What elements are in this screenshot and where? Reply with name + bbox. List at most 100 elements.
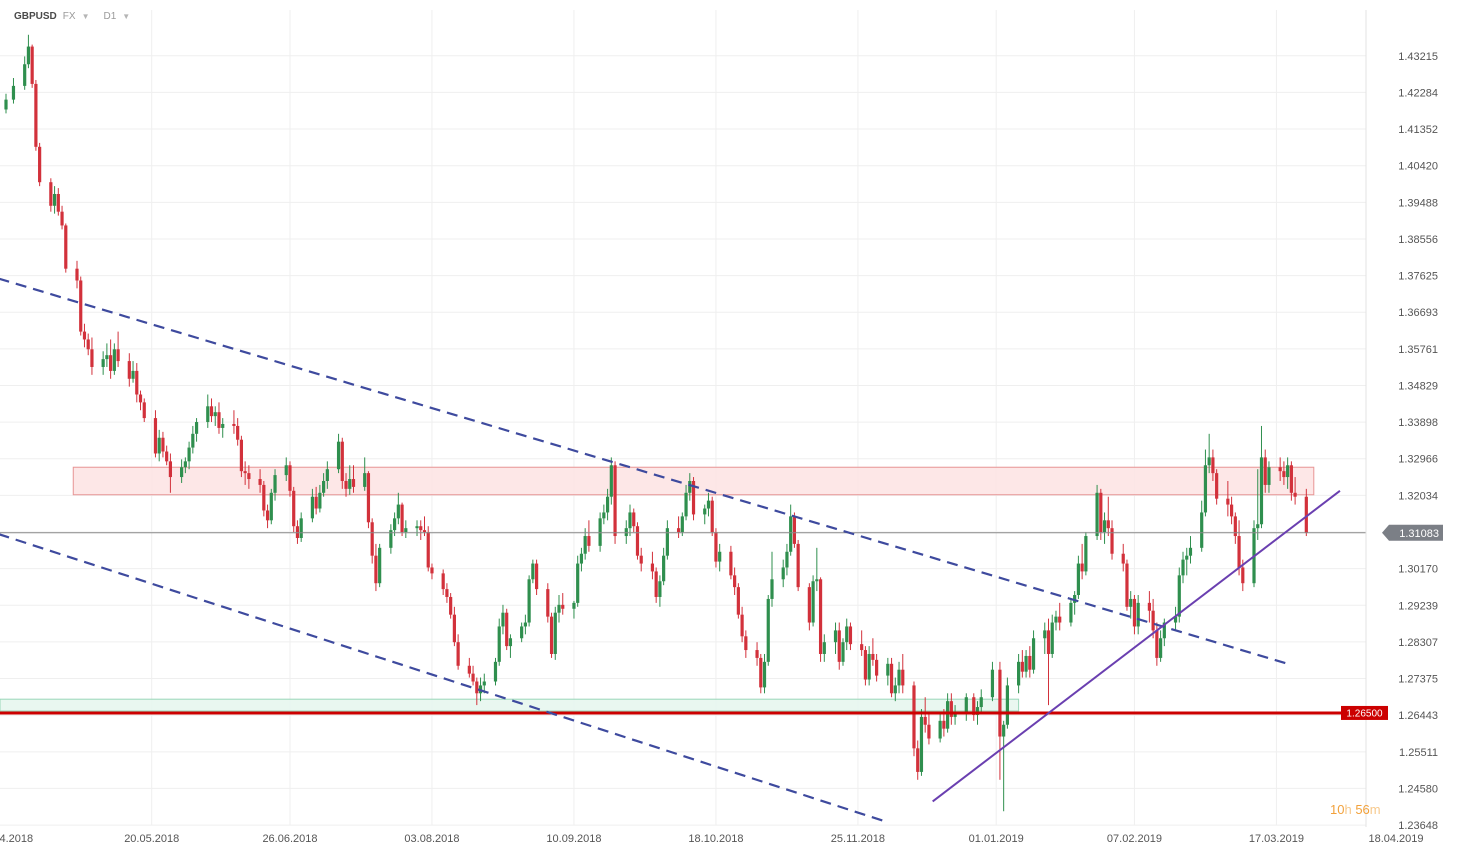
candle-body	[1095, 492, 1099, 537]
candle-body	[430, 567, 434, 574]
candle	[370, 518, 374, 564]
candle-body	[848, 626, 853, 645]
candle	[1076, 555, 1080, 599]
candle-body	[1017, 661, 1021, 686]
candle-body	[105, 355, 109, 360]
candle-body	[654, 571, 658, 597]
candle	[1151, 598, 1155, 639]
candle-body	[422, 530, 427, 533]
candle-body	[30, 46, 34, 84]
candle-body	[718, 551, 722, 562]
candle-body	[583, 536, 587, 554]
symbol-label[interactable]: GBPUSD	[14, 11, 57, 22]
candle	[400, 502, 404, 537]
candle-body	[1069, 602, 1073, 623]
candle	[456, 634, 460, 670]
candle	[135, 363, 139, 403]
candle-body	[191, 433, 195, 448]
candle	[187, 441, 191, 470]
candle-body	[886, 663, 890, 676]
candle-body	[703, 508, 707, 515]
candle-body	[247, 473, 251, 480]
candle-body	[1200, 512, 1204, 548]
candle	[508, 634, 513, 658]
candle	[60, 205, 64, 230]
candle-body	[923, 716, 927, 725]
candle-body	[180, 467, 184, 478]
x-tick-label: 17.03.2019	[1249, 833, 1304, 845]
candle-body	[90, 349, 94, 367]
candle	[1267, 461, 1271, 493]
candle	[258, 469, 262, 493]
candle-body	[4, 99, 8, 110]
candle	[449, 593, 453, 619]
candle	[792, 512, 797, 548]
candle	[11, 78, 16, 104]
y-tick-label: 1.24580	[1398, 783, 1438, 795]
market-label[interactable]: FX	[62, 11, 76, 22]
current-price-label: 1.31083	[1399, 528, 1439, 540]
candle	[815, 547, 819, 592]
candle-body	[579, 553, 584, 564]
candle-body	[299, 518, 303, 539]
timeframe-chevron-down-icon[interactable]: ▼	[122, 12, 131, 21]
candle	[325, 461, 329, 489]
y-tick-label: 1.25511	[1399, 747, 1438, 759]
candle-body	[161, 437, 165, 452]
candle	[583, 528, 587, 560]
candle	[56, 188, 60, 216]
candle-body	[1110, 528, 1114, 554]
candle	[1286, 457, 1290, 489]
candle	[23, 56, 27, 90]
candle-body	[232, 423, 236, 426]
candle-body	[792, 516, 797, 544]
candle	[471, 665, 475, 686]
candle-body	[1136, 602, 1140, 627]
candle	[1289, 461, 1293, 501]
timer-hours: 10	[1330, 802, 1345, 817]
candle-body	[213, 412, 217, 417]
candle-body	[505, 612, 509, 647]
candle-body	[1028, 655, 1032, 670]
candle-body	[348, 479, 352, 489]
candle	[684, 484, 688, 521]
candle-body	[336, 441, 341, 470]
candle-body	[60, 211, 64, 226]
candle	[26, 34, 31, 69]
candle	[639, 547, 643, 572]
candle-body	[901, 669, 905, 686]
candle	[927, 712, 931, 745]
candle	[781, 559, 785, 588]
candle-body	[363, 473, 367, 487]
candle	[374, 543, 378, 592]
candle-timer: 10h 56m	[1330, 802, 1381, 817]
candle-body	[691, 480, 696, 515]
candle	[889, 657, 894, 698]
candle-body	[736, 587, 740, 615]
candle-body	[546, 589, 550, 617]
candle	[1054, 610, 1058, 631]
candle-body	[979, 697, 983, 708]
candle-body	[1293, 492, 1297, 497]
timeframe-label[interactable]: D1	[103, 11, 117, 22]
y-tick-label: 1.43215	[1398, 51, 1438, 63]
candle	[153, 410, 158, 458]
candle-body	[1304, 496, 1308, 533]
candle-body	[109, 355, 113, 371]
candle	[718, 543, 722, 572]
candle	[221, 418, 225, 438]
timer-minutes-unit: m	[1369, 802, 1381, 817]
candle-body	[374, 555, 378, 584]
candle	[523, 614, 527, 635]
candle-body	[946, 701, 950, 729]
candle	[1203, 449, 1208, 517]
candle-body	[64, 225, 68, 269]
candle	[766, 595, 770, 666]
candle-body	[325, 469, 329, 481]
candle-body	[1211, 457, 1215, 474]
candle-body	[127, 361, 131, 379]
candle	[561, 593, 565, 615]
market-chevron-down-icon[interactable]: ▼	[81, 12, 90, 21]
candle	[703, 504, 707, 525]
